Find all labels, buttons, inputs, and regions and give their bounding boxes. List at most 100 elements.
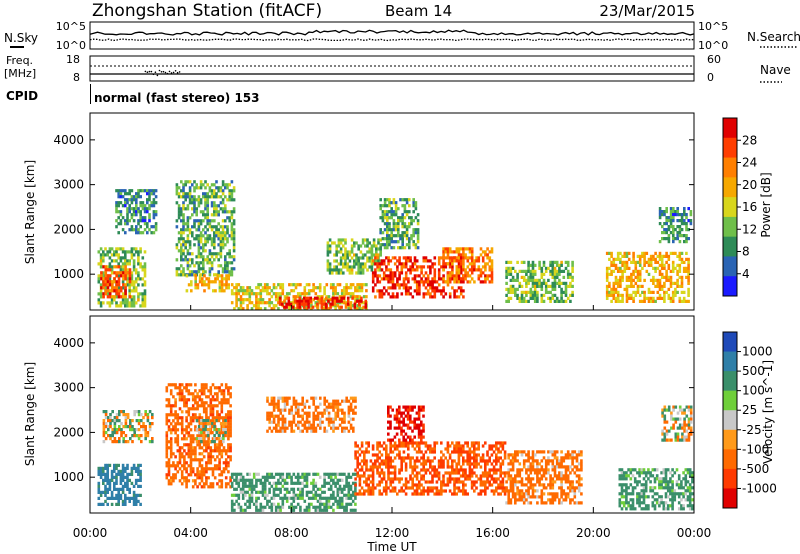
range-cell [301, 472, 304, 476]
range-cell [457, 274, 461, 278]
range-cell [394, 240, 398, 244]
range-cell [348, 250, 352, 254]
range-cell [479, 268, 483, 272]
range-cell [213, 195, 216, 199]
range-cell [272, 292, 276, 296]
range-cell [209, 455, 213, 459]
range-cell [667, 216, 671, 220]
range-cell [255, 478, 258, 482]
range-cell [106, 463, 109, 467]
range-cell [404, 283, 408, 287]
range-cell [224, 243, 227, 247]
range-cell [191, 479, 195, 483]
range-cell [321, 496, 324, 500]
range-cell [632, 296, 635, 300]
range-cell [410, 237, 413, 241]
range-cell [97, 280, 101, 284]
range-cell [189, 470, 193, 474]
range-cell [241, 292, 245, 296]
range-cell [121, 204, 125, 208]
range-cell [418, 289, 421, 293]
range-cell [197, 201, 201, 205]
range-cell [382, 486, 386, 490]
range-cell [281, 423, 285, 427]
range-cell [184, 192, 187, 196]
range-cell [685, 213, 688, 217]
range-cell [365, 477, 368, 481]
nave-dot [156, 74, 159, 77]
range-cell [182, 213, 185, 217]
range-cell [663, 284, 666, 288]
range-cell [402, 459, 406, 463]
range-cell [571, 263, 574, 267]
range-cell [382, 471, 386, 475]
range-cell [665, 231, 668, 235]
range-cell [148, 213, 151, 217]
range-cell [97, 481, 101, 485]
range-cell [235, 493, 238, 497]
range-cell [381, 213, 385, 217]
range-cell [229, 476, 232, 480]
range-cell [323, 472, 326, 476]
range-cell [464, 274, 467, 278]
range-cell [169, 449, 173, 453]
range-cell [241, 286, 245, 290]
range-cell [394, 225, 398, 229]
range-cell [527, 275, 530, 279]
range-cell [207, 476, 210, 480]
range-cell [211, 482, 215, 486]
range-cell [213, 425, 216, 429]
range-cell [399, 216, 402, 220]
range-cell [172, 425, 175, 429]
range-cell [97, 298, 101, 302]
range-cell [207, 280, 211, 284]
range-cell [533, 284, 537, 288]
range-cell [527, 260, 530, 264]
range-cell [505, 281, 508, 285]
range-cell [538, 266, 541, 270]
range-cell [380, 459, 384, 463]
range-cell [137, 274, 140, 278]
range-cell [415, 289, 419, 293]
range-cell [339, 259, 343, 263]
range-cell [200, 389, 204, 393]
range-cell [671, 266, 675, 270]
range-cell [102, 256, 105, 260]
range-cell [401, 243, 404, 247]
range-cell [299, 493, 302, 497]
range-cell [433, 441, 436, 445]
range-cell [223, 289, 226, 293]
range-cell [225, 286, 228, 290]
range-cell [220, 401, 224, 405]
range-cell [221, 219, 225, 223]
range-cell [285, 475, 289, 479]
range-cell [122, 283, 125, 287]
range-cell [446, 274, 450, 278]
range-cell [151, 416, 154, 420]
range-cell [199, 252, 203, 256]
range-cell [358, 447, 362, 451]
range-cell [177, 216, 181, 220]
range-cell [320, 296, 324, 300]
range-cell [332, 472, 335, 476]
range-cell [165, 386, 169, 390]
range-cell [292, 496, 296, 500]
range-cell [235, 289, 238, 293]
range-cell [115, 283, 119, 287]
range-cell [150, 192, 153, 196]
range-cell [387, 486, 390, 490]
range-cell [393, 489, 397, 493]
range-cell [144, 425, 147, 429]
range-cell [297, 405, 300, 409]
range-cell [239, 289, 243, 293]
range-cell [230, 198, 234, 202]
range-cell [619, 266, 622, 270]
range-cell [366, 250, 369, 254]
range-cell [175, 270, 179, 274]
range-cell [674, 237, 677, 241]
range-cell [196, 485, 199, 489]
range-cell [176, 443, 180, 447]
range-cell [431, 265, 434, 269]
range-cell [207, 277, 211, 281]
range-cell [687, 269, 690, 273]
